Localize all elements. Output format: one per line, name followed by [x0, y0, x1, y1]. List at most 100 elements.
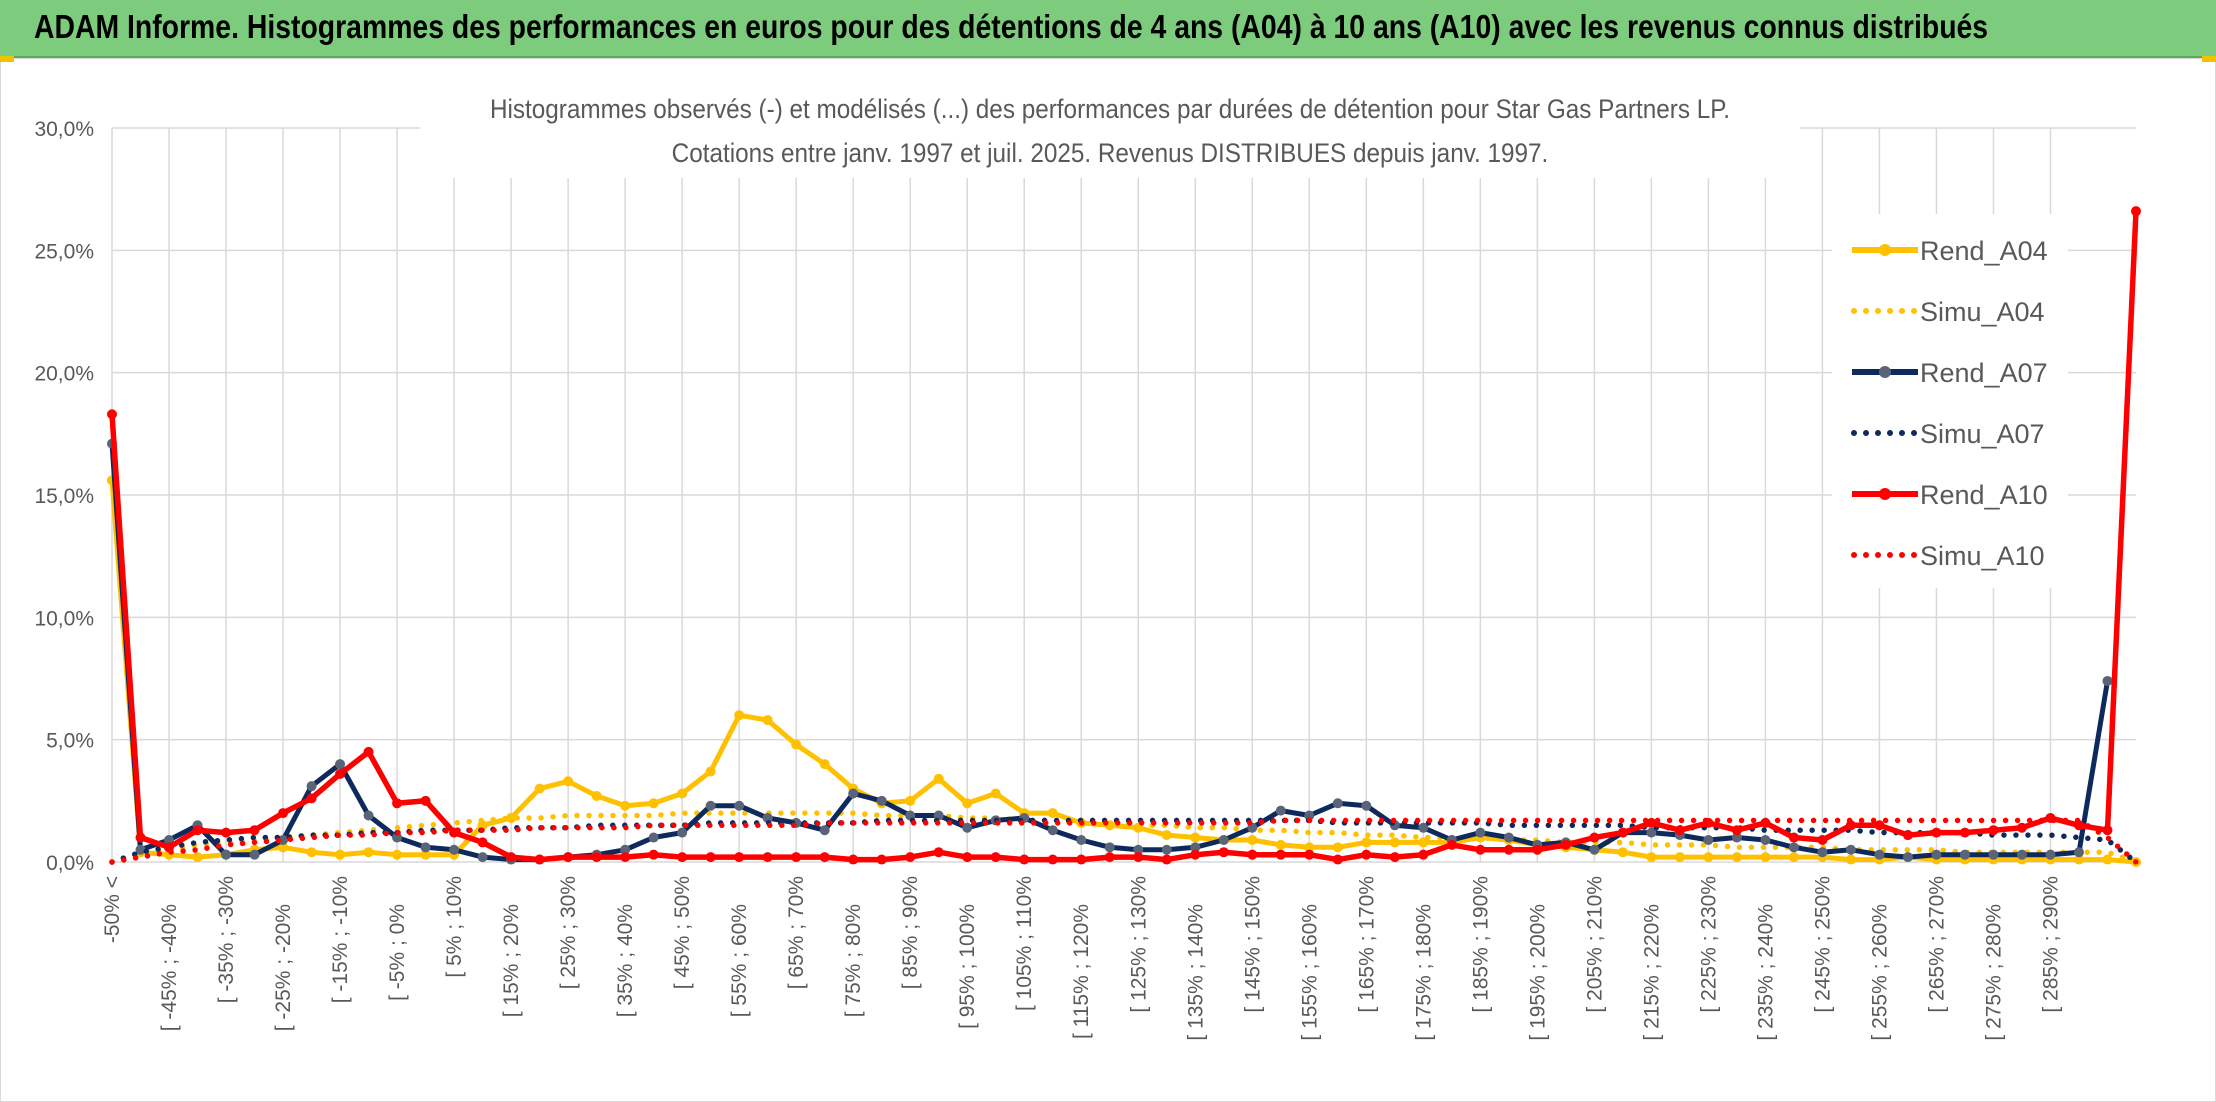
data-point	[1503, 832, 1514, 843]
data-point	[1047, 854, 1058, 865]
data-point	[620, 800, 631, 811]
data-point	[819, 852, 830, 863]
data-point	[677, 852, 688, 863]
data-point	[1959, 827, 1970, 838]
data-point	[2102, 854, 2113, 865]
x-tick-label: [ -15% ; -10%	[329, 876, 352, 1003]
data-point	[192, 852, 203, 863]
x-tick-label: [ 65% ; 70%	[785, 876, 808, 989]
legend-label: Simu_A10	[1920, 541, 2045, 571]
data-point	[591, 852, 602, 863]
legend-box	[1832, 214, 2068, 588]
data-point	[1874, 849, 1885, 860]
x-tick-label: [ 285% ; 290%	[2039, 876, 2062, 1013]
data-point	[1646, 827, 1657, 838]
data-point	[1133, 844, 1144, 855]
data-point	[449, 844, 460, 855]
data-point	[1275, 849, 1286, 860]
data-point	[1047, 808, 1058, 819]
data-point	[762, 812, 773, 823]
x-tick-label: [ 155% ; 160%	[1298, 904, 1321, 1041]
data-point	[2073, 854, 2084, 865]
x-tick-label: [ 35% ; 40%	[614, 904, 637, 1017]
x-tick-label: [ 215% ; 220%	[1640, 904, 1663, 1041]
data-point	[1418, 822, 1429, 833]
data-point	[1874, 820, 1885, 831]
legend-marker	[1879, 366, 1891, 378]
data-point	[278, 808, 289, 819]
data-point	[1475, 844, 1486, 855]
data-point	[734, 852, 745, 863]
data-point	[1703, 834, 1714, 845]
x-tick-label: [ 105% ; 110%	[1013, 876, 1036, 1011]
data-point	[1218, 847, 1229, 858]
x-tick-label: [ 225% ; 230%	[1697, 876, 1720, 1013]
data-point	[876, 795, 887, 806]
data-point	[677, 788, 688, 799]
y-tick-label: 5,0%	[46, 730, 94, 753]
report-banner: ADAM Informe. Histogrammes des performan…	[0, 0, 2216, 58]
x-tick-label: [ 265% ; 270%	[1925, 876, 1948, 1013]
data-point	[2016, 822, 2027, 833]
data-point	[1304, 810, 1315, 821]
frame-corner-left	[0, 56, 14, 62]
data-point	[1332, 798, 1343, 809]
x-tick-label: [ 95% ; 100%	[956, 904, 979, 1029]
data-point	[335, 768, 346, 779]
y-tick-label: 10,0%	[34, 607, 94, 630]
data-point	[1361, 837, 1372, 848]
chart-title: Histogrammes observés (-) et modélisés (…	[490, 95, 1730, 124]
data-point	[791, 852, 802, 863]
data-point	[477, 852, 488, 863]
data-point	[1161, 830, 1172, 841]
data-point	[1817, 834, 1828, 845]
legend-marker	[1879, 244, 1891, 256]
data-point	[1589, 832, 1600, 843]
data-point	[2016, 849, 2027, 860]
data-point	[1304, 842, 1315, 853]
data-point	[249, 849, 260, 860]
x-tick-label: [ 115% ; 120%	[1070, 904, 1093, 1039]
data-point	[648, 832, 659, 843]
title-backdrop	[420, 86, 1800, 178]
x-tick-label: [ 165% ; 170%	[1355, 876, 1378, 1013]
data-point	[1218, 834, 1229, 845]
x-tick-label: [ -25% ; -20%	[272, 904, 295, 1031]
data-point	[990, 852, 1001, 863]
data-point	[278, 834, 289, 845]
data-point	[1389, 852, 1400, 863]
data-point	[620, 844, 631, 855]
data-point	[363, 847, 374, 858]
x-tick-label: [ 85% ; 90%	[899, 876, 922, 989]
data-point	[705, 766, 716, 777]
data-point	[2131, 206, 2141, 217]
data-point	[620, 852, 631, 863]
data-point	[1047, 825, 1058, 836]
data-point	[1532, 844, 1543, 855]
data-point	[1076, 854, 1087, 865]
data-point	[1788, 832, 1799, 843]
x-tick-label: [ -45% ; -40%	[158, 904, 181, 1031]
data-point	[1275, 839, 1286, 850]
data-point	[2045, 849, 2056, 860]
data-point	[990, 788, 1001, 799]
series-layer	[107, 206, 2141, 867]
x-tick-label: [ 125% ; 130%	[1127, 876, 1150, 1013]
x-tick-label: [ 175% ; 180%	[1412, 904, 1435, 1041]
legend: Rend_A04 Simu_A04 Rend_A07 Simu_A07 Rend_A10…	[1832, 214, 2068, 588]
data-point	[1475, 827, 1486, 838]
data-point	[1902, 852, 1913, 863]
data-point	[506, 852, 517, 863]
data-point	[962, 822, 973, 833]
data-point	[221, 827, 232, 838]
report-title: ADAM Informe. Histogrammes des performan…	[34, 8, 1989, 45]
x-tick-label: [ 185% ; 190%	[1469, 876, 1492, 1013]
data-point	[677, 827, 688, 838]
data-point	[1845, 854, 1856, 865]
data-point	[1617, 827, 1628, 838]
x-tick-label: -50% <	[101, 876, 124, 943]
data-point	[192, 825, 203, 836]
x-tick-label: [ 55% ; 60%	[728, 904, 751, 1017]
data-point	[905, 852, 916, 863]
chart-subtitle: Cotations entre janv. 1997 et juil. 2025…	[672, 139, 1549, 168]
